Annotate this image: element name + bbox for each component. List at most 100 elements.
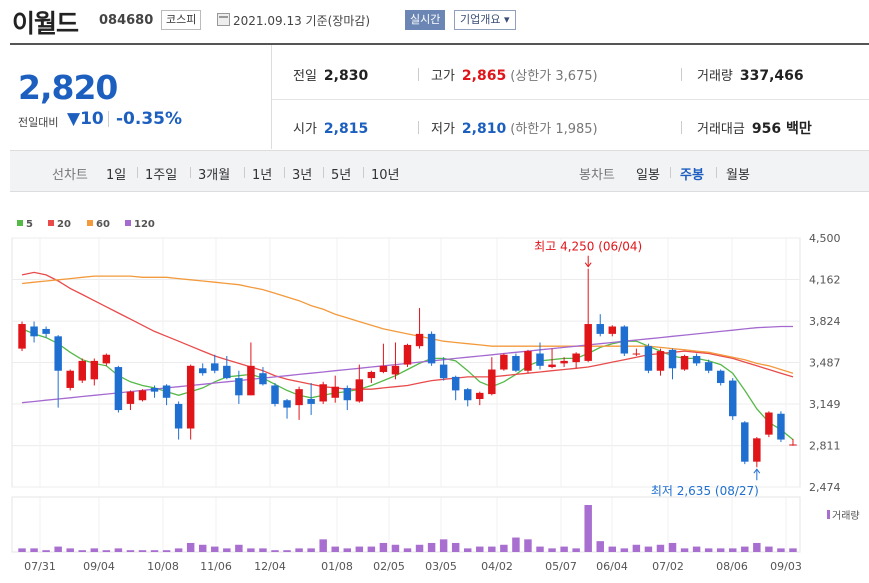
y-tick-label: 3,824 (809, 315, 841, 328)
volume-bar (789, 548, 797, 552)
volume-bar (777, 548, 785, 552)
candle-body (415, 333, 424, 347)
x-tick-label: 12/04 (254, 560, 286, 573)
tab-monthly-candle[interactable]: 월봉 (726, 168, 750, 183)
x-tick-label: 05/07 (545, 560, 577, 573)
candle-body (319, 384, 327, 402)
volume-bar (162, 550, 171, 552)
volume-bar (668, 542, 677, 552)
x-tick-label: 08/06 (716, 560, 748, 573)
candle-body (729, 380, 737, 417)
volume-bar (451, 542, 460, 552)
candle-body (560, 360, 568, 364)
volume-bar (680, 548, 689, 552)
volume-legend-swatch (827, 510, 830, 519)
tab-daily-candle[interactable]: 일봉 (636, 168, 660, 183)
candle-body (295, 389, 303, 406)
calendar-icon (217, 13, 230, 26)
candle-body (42, 328, 50, 334)
candle-body (427, 333, 436, 364)
volume-bar (512, 537, 520, 552)
candle-body (632, 353, 641, 355)
legend-ma60: 60 (87, 219, 110, 230)
tab-3year[interactable]: 3년 (292, 168, 313, 183)
volume-bar (584, 505, 592, 552)
candle-body (753, 438, 761, 462)
volume-bar (608, 546, 617, 552)
x-tick-label: 06/04 (596, 560, 628, 573)
annotation-high-arrowhead (584, 262, 592, 268)
volume-bar (463, 548, 472, 552)
candle-body (644, 346, 653, 371)
tab-separator (284, 167, 285, 178)
separator (418, 121, 419, 134)
volume-bar (150, 550, 159, 552)
candle-body (198, 368, 207, 374)
candle-body (283, 400, 291, 408)
y-tick-label: 2,474 (809, 481, 841, 494)
candle-body (789, 444, 797, 446)
diff-separator (108, 111, 109, 127)
x-tick-label: 09/03 (770, 560, 802, 573)
volume: 거래량 337,466 (697, 68, 804, 84)
candle-body (247, 365, 255, 396)
realtime-button[interactable]: 실시간 (405, 10, 446, 30)
candle-body (548, 364, 556, 368)
volume-bar (54, 546, 62, 552)
volume-bar (476, 546, 484, 552)
tab-weekly-candle[interactable]: 주봉 (680, 168, 704, 183)
volume-bar (367, 546, 376, 552)
volume-bar (18, 548, 26, 552)
tab-1week[interactable]: 1주일 (145, 168, 178, 183)
candle-body (608, 326, 617, 334)
stock-name: 이월드 (12, 9, 79, 38)
volume-bar (102, 550, 111, 552)
legend-ma120: 120 (125, 219, 155, 230)
x-tick-label: 10/08 (147, 560, 179, 573)
separator (418, 68, 419, 81)
y-tick-label: 3,149 (809, 398, 841, 411)
tab-10year[interactable]: 10년 (371, 168, 400, 183)
volume-bar (223, 548, 231, 552)
quote-date: 2021.09.13 기준(장마감) (233, 14, 371, 28)
x-tick-label: 11/06 (200, 560, 232, 573)
company-info-dropdown[interactable]: 기업개요 ▾ (454, 10, 516, 30)
volume-bar (488, 546, 496, 552)
candle-body (656, 351, 665, 371)
candle-body (572, 353, 580, 363)
volume-bar (66, 548, 74, 552)
candle-body (584, 324, 592, 361)
separator (681, 68, 682, 81)
volume-bar (704, 548, 713, 552)
x-tick-label: 03/05 (425, 560, 457, 573)
tab-separator (323, 167, 324, 178)
volume-bar (30, 548, 38, 552)
tab-1year[interactable]: 1년 (252, 168, 273, 183)
x-tick-label: 02/05 (373, 560, 405, 573)
stock-header: 이월드 084680 코스피 2021.09.13 기준(장마감) 실시간 기업… (0, 0, 869, 40)
candle-body (524, 351, 532, 371)
separator (681, 121, 682, 134)
volume-bar (716, 548, 725, 552)
x-tick-label: 04/02 (481, 560, 513, 573)
volume-bar (644, 546, 653, 552)
candle-body (536, 353, 544, 366)
tab-5year[interactable]: 5년 (331, 168, 352, 183)
volume-bar (391, 544, 400, 552)
candle-body (174, 403, 183, 429)
volume-bar (90, 548, 99, 552)
y-tick-label: 3,487 (809, 357, 841, 370)
line-chart-label: 선차트 (52, 168, 88, 183)
market-badge: 코스피 (161, 10, 202, 30)
candle-body (777, 413, 785, 440)
tab-3month[interactable]: 3개월 (198, 168, 231, 183)
candle-body (512, 355, 520, 371)
candle-body (102, 354, 111, 364)
tab-separator (137, 167, 138, 178)
candle-body (463, 389, 472, 401)
annotation-high: 최고 4,250 (06/04) (534, 240, 642, 254)
candle-body (500, 354, 508, 370)
volume-bar (524, 539, 532, 552)
tab-1day[interactable]: 1일 (106, 168, 127, 183)
volume-bar (307, 548, 315, 552)
